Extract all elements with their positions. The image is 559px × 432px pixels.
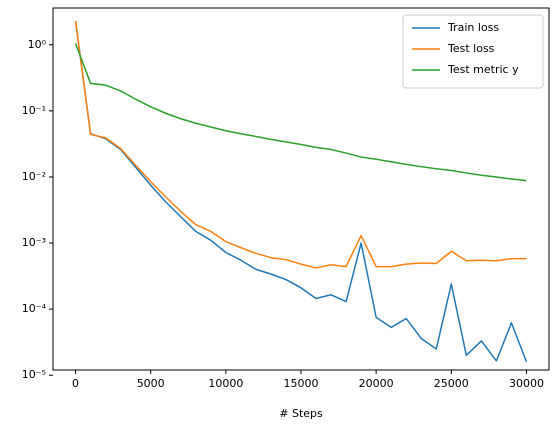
legend-label: Test metric y [447,63,519,76]
x-tick-label: 25000 [434,377,469,390]
x-tick-label: 10000 [208,377,243,390]
x-axis-label: # Steps [279,407,323,420]
x-tick-label: 0 [72,377,79,390]
line-series [74,20,527,269]
y-tick-label: 10⁻¹ [22,104,46,117]
x-tick-label: 20000 [359,377,394,390]
legend-label: Test loss [447,42,495,55]
y-tick-label: 10⁻³ [22,236,46,249]
x-tick-label: 5000 [137,377,165,390]
y-tick-label: 10⁰ [28,38,47,51]
y-tick-label: 10⁻² [22,170,46,183]
line-series [74,20,528,363]
legend-label: Train loss [447,21,499,34]
y-tick-label: 10⁻⁵ [22,368,46,381]
x-tick-label: 15000 [284,377,319,390]
line-series [74,43,527,182]
axes-frame [52,7,550,371]
x-tick-label: 30000 [509,377,544,390]
y-tick-label: 10⁻⁴ [22,302,47,315]
